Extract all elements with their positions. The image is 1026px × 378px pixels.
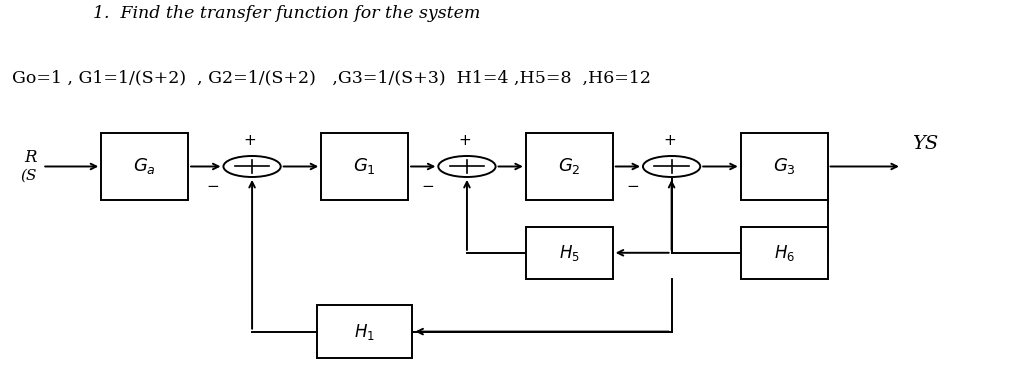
Text: +: + bbox=[243, 133, 256, 148]
Text: $G_3$: $G_3$ bbox=[773, 156, 795, 177]
FancyBboxPatch shape bbox=[321, 133, 408, 200]
Text: 1.  Find the transfer function for the system: 1. Find the transfer function for the sy… bbox=[93, 5, 481, 22]
Text: $G_1$: $G_1$ bbox=[353, 156, 377, 177]
FancyBboxPatch shape bbox=[741, 226, 828, 279]
Text: $H_5$: $H_5$ bbox=[559, 243, 580, 263]
Text: YS: YS bbox=[912, 135, 939, 153]
Text: +: + bbox=[459, 133, 471, 148]
FancyBboxPatch shape bbox=[317, 305, 412, 358]
Text: −: − bbox=[207, 179, 220, 194]
Circle shape bbox=[643, 156, 701, 177]
Text: $H_1$: $H_1$ bbox=[354, 322, 376, 342]
FancyBboxPatch shape bbox=[102, 133, 188, 200]
Text: $G_a$: $G_a$ bbox=[133, 156, 156, 177]
Text: Go=1 , G1=1/(S+2)  , G2=1/(S+2)   ,G3=1/(S+3)  H1=4 ,H5=8  ,H6=12: Go=1 , G1=1/(S+2) , G2=1/(S+2) ,G3=1/(S+… bbox=[11, 69, 650, 86]
Text: $G_2$: $G_2$ bbox=[558, 156, 581, 177]
Circle shape bbox=[224, 156, 281, 177]
Text: −: − bbox=[626, 179, 639, 194]
FancyBboxPatch shape bbox=[525, 133, 613, 200]
FancyBboxPatch shape bbox=[525, 226, 613, 279]
Circle shape bbox=[438, 156, 496, 177]
Text: +: + bbox=[663, 133, 676, 148]
Text: −: − bbox=[422, 179, 434, 194]
Text: $H_6$: $H_6$ bbox=[774, 243, 795, 263]
Text: R: R bbox=[25, 149, 37, 166]
Text: (S: (S bbox=[21, 169, 37, 183]
FancyBboxPatch shape bbox=[741, 133, 828, 200]
